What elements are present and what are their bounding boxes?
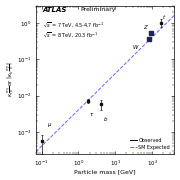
Text: $b$: $b$ (103, 115, 108, 123)
Text: $\sqrt{s}$ = 8 TeV, 20.3 fb$^{-1}$: $\sqrt{s}$ = 8 TeV, 20.3 fb$^{-1}$ (43, 31, 98, 40)
Text: ATLAS: ATLAS (43, 7, 67, 13)
Legend: Observed, SM Expected: Observed, SM Expected (128, 136, 172, 151)
X-axis label: Particle mass [GeV]: Particle mass [GeV] (74, 169, 136, 174)
Y-axis label: $\kappa_f \frac{m_f}{v}$ or $\left|\kappa_V \frac{m_V}{v}\right|$: $\kappa_f \frac{m_f}{v}$ or $\left|\kapp… (6, 62, 17, 98)
Text: $W$: $W$ (132, 42, 140, 51)
Text: Preliminary: Preliminary (80, 7, 116, 12)
Text: $\sqrt{s}$ = 7 TeV, 4.5-4.7 fb$^{-1}$: $\sqrt{s}$ = 7 TeV, 4.5-4.7 fb$^{-1}$ (43, 20, 104, 30)
Text: $t$: $t$ (161, 13, 166, 21)
Text: $Z$: $Z$ (143, 23, 149, 31)
Text: $\mu$: $\mu$ (47, 121, 53, 129)
Text: $\tau$: $\tau$ (89, 111, 94, 118)
